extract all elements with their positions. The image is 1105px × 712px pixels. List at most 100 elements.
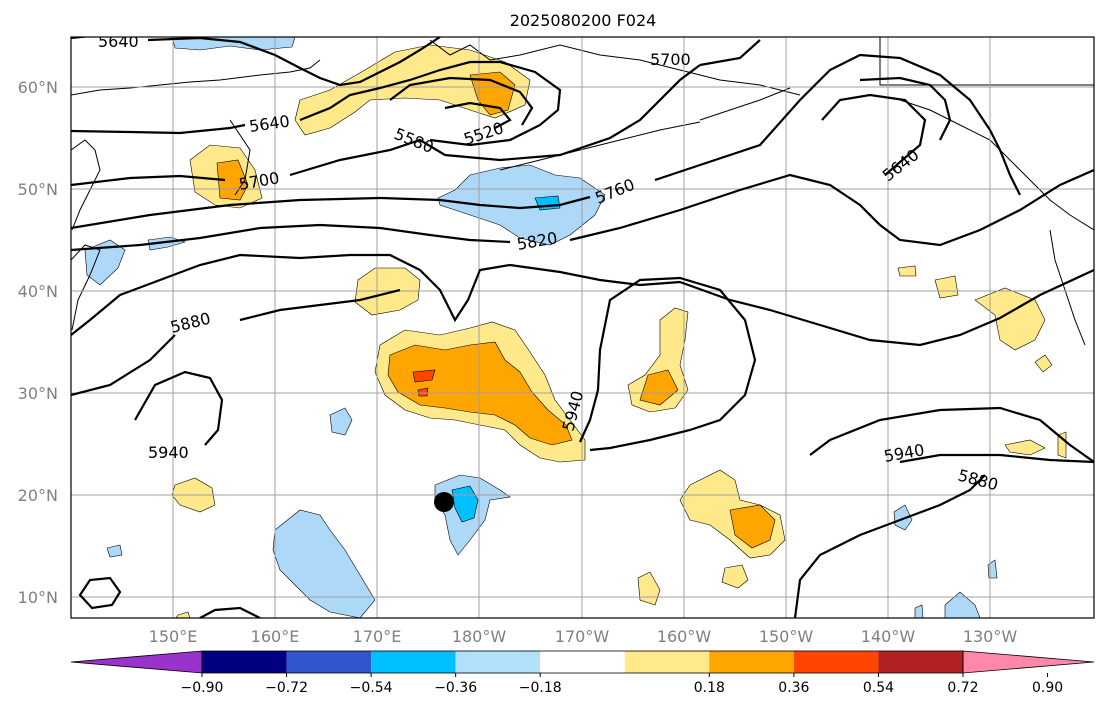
orange-region — [469, 71, 516, 116]
contour-5640-top-line — [147, 37, 441, 87]
lon-label: 160°W — [657, 627, 712, 646]
contour-5880-lower — [71, 334, 176, 397]
yukon-border — [879, 37, 1094, 86]
lon-label: 130°W — [963, 627, 1018, 646]
contour-5940-right — [809, 406, 1094, 463]
contour-5940-left — [134, 370, 224, 446]
yellow-region — [1034, 354, 1053, 373]
colorbar-tick-label: −0.54 — [350, 680, 393, 696]
orange-region — [216, 159, 249, 201]
lat-label: 20°N — [18, 486, 58, 505]
contour-5640-left — [71, 123, 246, 135]
blue-region — [272, 509, 376, 618]
contour-5700-right — [699, 39, 761, 67]
colorbar-extend-low — [70, 650, 203, 674]
latitude-labels: 60°N 50°N 40°N 30°N 20°N 10°N — [18, 78, 58, 607]
coastlines — [71, 37, 1094, 346]
longitude-labels: 150°E 160°E 170°E 180°W 170°W 160°W 150°… — [149, 627, 1018, 646]
yellow-region — [721, 564, 749, 589]
lat-label: 60°N — [18, 78, 58, 97]
contour-5640-right-outer — [859, 76, 952, 141]
blue-region — [329, 407, 353, 436]
contour-label: 5640 — [98, 32, 139, 51]
yellow-region — [897, 265, 917, 277]
colorbar-tick-label: 0.72 — [947, 680, 978, 696]
colorbar-segment — [878, 651, 963, 673]
colorbar-tick-label: −0.36 — [434, 680, 477, 696]
lat-label: 10°N — [18, 588, 58, 607]
colorbar-segment — [371, 651, 456, 673]
yellow-region — [974, 287, 1046, 351]
contour-5820-right — [569, 168, 1094, 247]
contour-5940-mid — [578, 276, 757, 452]
colorbar-tick-label: 0.90 — [1032, 680, 1063, 696]
yellow-region — [175, 611, 191, 618]
yellow-region — [294, 44, 531, 136]
colorbar-segment — [624, 651, 710, 673]
orange-region — [639, 369, 679, 406]
position-marker — [434, 492, 454, 512]
blue-region — [171, 37, 296, 51]
lon-label: 170°E — [353, 627, 402, 646]
lon-label: 150°W — [759, 627, 814, 646]
height-contours — [71, 37, 1094, 618]
contour-5880-label-run — [239, 288, 401, 322]
blue-region — [914, 604, 924, 618]
yellow-region — [1004, 439, 1046, 456]
red-region — [417, 387, 429, 397]
contour-5700-left — [71, 174, 226, 187]
colorbar-tick-label: 0.54 — [863, 680, 894, 696]
okhotsk-coast — [71, 139, 101, 231]
orange-region — [729, 504, 776, 549]
contour-5880-southeast — [793, 474, 986, 618]
alaska-coast — [429, 39, 801, 96]
colorbar-tick-label: −0.90 — [181, 680, 224, 696]
lon-label: 140°W — [861, 627, 916, 646]
colorbar-segment — [540, 651, 625, 673]
blue-region — [84, 239, 126, 286]
blue-region — [106, 544, 123, 558]
contour-5640-top — [71, 37, 91, 40]
contour-5820-left — [71, 223, 511, 252]
contour-south-left — [78, 576, 122, 610]
lat-label: 30°N — [18, 384, 58, 403]
japan-coast — [71, 244, 101, 331]
contour-5760-right — [654, 53, 1021, 196]
colorbar-tick-label: −0.72 — [265, 680, 308, 696]
west-coast — [1049, 229, 1086, 346]
contour-5640-right — [821, 93, 927, 176]
colorbar-segment — [286, 651, 372, 673]
colorbar-segment — [455, 651, 541, 673]
yellow-region — [1057, 431, 1067, 459]
colorbar-segment — [202, 651, 287, 673]
lon-label: 180°W — [452, 627, 507, 646]
yellow-region — [934, 275, 959, 299]
aleutian-chain — [499, 121, 701, 171]
contour-label: 5700 — [650, 50, 691, 69]
blue-region — [944, 591, 981, 618]
contour-5880-left — [71, 253, 681, 336]
contour-5700-mid — [289, 64, 701, 177]
contour-label: 5940 — [148, 443, 189, 462]
contour-5880-right — [679, 269, 1094, 347]
colorbar-tick-label: −0.18 — [519, 680, 562, 696]
contour-5520 — [444, 101, 512, 129]
siberia-coast — [71, 59, 321, 96]
pacific-nw-coast — [899, 99, 1094, 231]
colorbar-tick-label: 0.18 — [694, 680, 725, 696]
kamchatka-coast — [229, 119, 251, 196]
lat-label: 40°N — [18, 282, 58, 301]
map-frame — [70, 36, 1095, 619]
contour-south-mid — [199, 606, 261, 618]
contour-5580 — [389, 76, 534, 126]
red-region — [412, 369, 436, 383]
contour-5640-low — [299, 60, 562, 147]
colorbar-segment — [793, 651, 879, 673]
lon-label: 150°E — [149, 627, 198, 646]
aleutians — [699, 87, 791, 121]
lon-label: 160°E — [251, 627, 300, 646]
contour-5940-right-lower — [899, 453, 1094, 464]
colorbar-outline — [201, 650, 964, 674]
lat-label: 50°N — [18, 180, 58, 199]
